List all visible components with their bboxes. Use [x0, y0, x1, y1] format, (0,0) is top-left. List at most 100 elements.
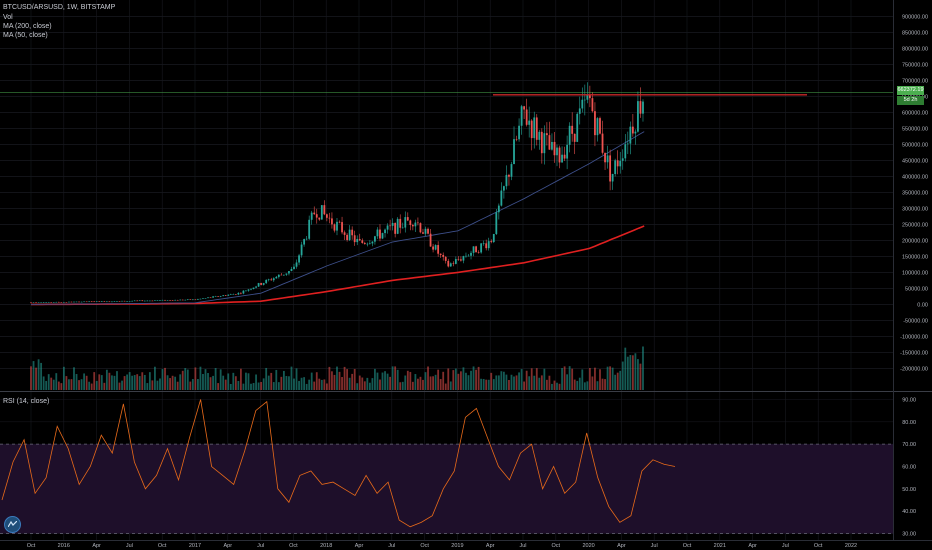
volume-bar	[384, 371, 386, 390]
volume-bar	[588, 367, 591, 390]
candle-body	[285, 273, 288, 275]
candle-body	[523, 106, 526, 110]
volume-bar	[328, 366, 331, 390]
candle-body	[424, 228, 427, 234]
volume-bar	[432, 376, 434, 390]
volume-bar	[98, 374, 101, 390]
candle-body	[293, 266, 295, 269]
candle-body	[151, 300, 154, 302]
volume-bar	[55, 373, 58, 390]
candle-body	[626, 143, 629, 145]
vol-legend[interactable]: Vol	[3, 14, 13, 21]
candle-body	[42, 302, 45, 303]
price-tick-label: 200000.00	[902, 238, 928, 244]
volume-bar	[207, 373, 209, 390]
candle-body	[174, 299, 177, 301]
volume-bar	[389, 376, 391, 390]
candle-body	[260, 283, 263, 285]
time-tick-label: 2016	[58, 543, 70, 549]
volume-bar	[540, 375, 543, 390]
candle-body	[323, 205, 326, 215]
volume-bar	[343, 366, 346, 390]
price-tick-label: 750000.00	[902, 62, 928, 68]
price-tick-label: 250000.00	[902, 222, 928, 228]
volume-bar	[530, 368, 533, 390]
rsi-tick-label: 50.00	[902, 487, 916, 493]
volume-bar	[535, 368, 538, 390]
volume-bar	[35, 367, 37, 390]
candle-body	[363, 242, 366, 244]
candle-body	[303, 239, 306, 245]
candle-body	[545, 133, 548, 136]
candle-body	[616, 160, 619, 167]
candle-body	[371, 241, 374, 244]
rsi-legend[interactable]: RSI (14, close)	[3, 398, 50, 405]
volume-bar	[260, 381, 263, 390]
candle-body	[191, 299, 194, 301]
candle-body	[614, 160, 617, 175]
candle-body	[558, 147, 561, 163]
volume-bar	[586, 381, 589, 390]
volume-bar	[179, 374, 182, 390]
candle-body	[197, 299, 199, 300]
volume-bar	[116, 371, 118, 390]
volume-bar	[338, 371, 341, 390]
volume-bar	[232, 372, 235, 390]
volume-bar	[308, 379, 311, 390]
candle-body	[394, 222, 397, 234]
volume-bar	[439, 379, 442, 390]
candle-body	[515, 139, 518, 140]
candle-body	[275, 276, 278, 279]
volume-bar	[442, 371, 445, 390]
candle-body	[262, 283, 265, 285]
volume-bar	[444, 383, 447, 390]
candle-body	[288, 271, 290, 274]
candle-body	[237, 292, 240, 295]
candle-body	[399, 218, 402, 228]
candle-body	[265, 279, 268, 284]
candle-body	[578, 108, 581, 114]
volume-bar	[460, 371, 462, 390]
time-tick-label: Jul	[126, 543, 133, 549]
volume-bar	[341, 377, 343, 390]
candle-body	[234, 294, 237, 295]
volume-bar	[500, 371, 503, 390]
price-tick-label: -50000.00	[903, 318, 928, 324]
price-tick-label: -200000.00	[900, 366, 928, 372]
volume-bar	[320, 379, 323, 390]
volume-bar	[222, 375, 225, 390]
volume-bar	[111, 375, 113, 390]
tradingview-logo-icon[interactable]	[4, 516, 21, 533]
candle-body	[78, 301, 80, 303]
volume-bar	[409, 371, 412, 390]
price-tick-label: 100000.00	[902, 270, 928, 276]
volume-bar	[637, 359, 639, 390]
volume-bar	[214, 368, 217, 390]
candle-body	[381, 233, 384, 239]
ma50-legend[interactable]: MA (50, close)	[3, 32, 48, 39]
volume-bar	[497, 375, 500, 390]
rsi-band	[0, 443, 893, 534]
volume-bar	[561, 368, 563, 390]
time-tick-label: Apr	[748, 543, 757, 549]
volume-bar	[414, 374, 417, 390]
candle-body	[348, 229, 351, 240]
symbol-title[interactable]: BTCUSD/ARSUSD, 1W, BITSTAMP	[3, 4, 116, 11]
price-tick-label: 350000.00	[902, 190, 928, 196]
volume-bar	[419, 376, 422, 390]
candle-body	[429, 233, 432, 247]
volume-bar	[379, 379, 381, 390]
candle-body	[141, 300, 144, 302]
time-tick-label: Apr	[355, 543, 364, 549]
volume-bar	[88, 381, 91, 390]
candle-body	[70, 301, 73, 303]
volume-bar	[133, 375, 136, 390]
candle-body	[467, 255, 470, 257]
ma200-legend[interactable]: MA (200, close)	[3, 23, 52, 30]
candle-body	[551, 141, 553, 150]
candle-body	[156, 300, 159, 301]
candle-body	[374, 236, 376, 242]
volume-bar	[40, 362, 43, 390]
volume-bar	[50, 377, 53, 390]
